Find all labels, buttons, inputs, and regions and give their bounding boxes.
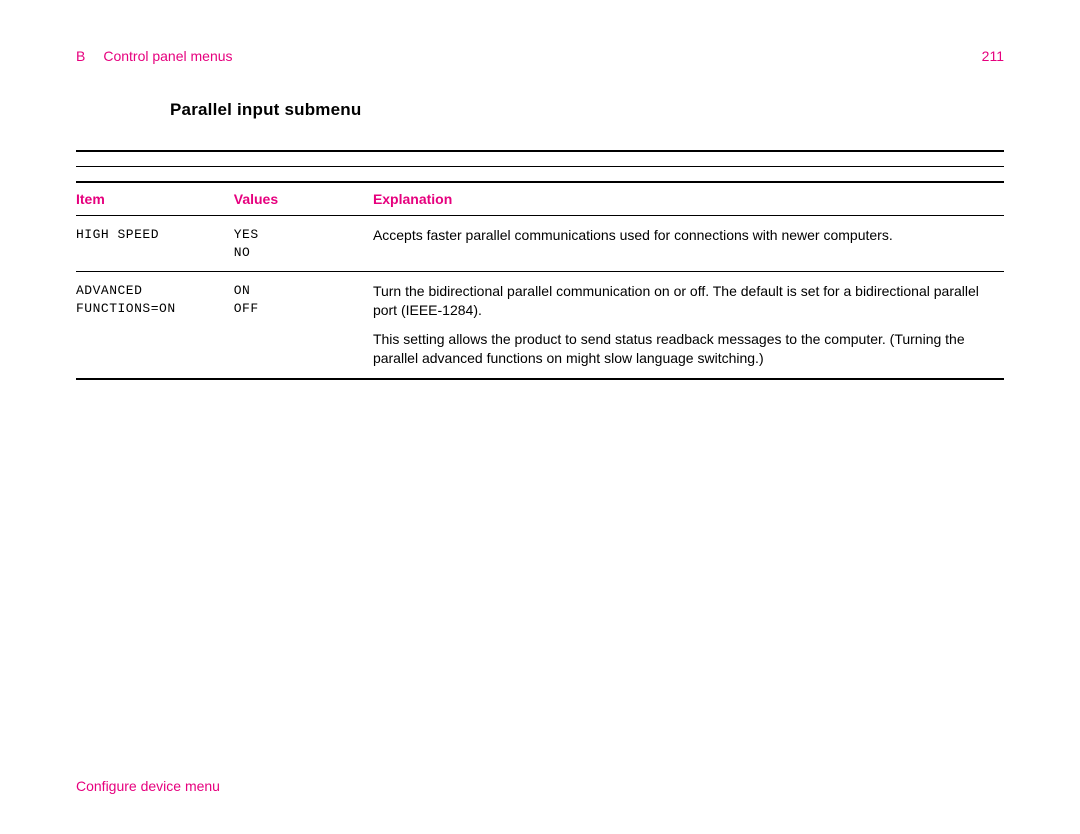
cell-explanation: Turn the bidirectional parallel communic… xyxy=(373,272,1004,378)
document-page: B Control panel menus 211 Parallel input… xyxy=(0,0,1080,834)
cell-item: HIGH SPEED xyxy=(76,216,234,272)
cell-explanation: Accepts faster parallel communications u… xyxy=(373,216,1004,272)
header-left: B Control panel menus xyxy=(76,48,233,64)
cell-values: YES NO xyxy=(234,216,373,272)
col-header-item: Item xyxy=(76,183,234,216)
explanation-text: This setting allows the product to send … xyxy=(373,330,998,368)
table-row: HIGH SPEED YES NO Accepts faster paralle… xyxy=(76,216,1004,272)
footer-text: Configure device menu xyxy=(76,778,220,794)
section-heading: Parallel input submenu xyxy=(170,100,1004,120)
explanation-text: Accepts faster parallel communications u… xyxy=(373,226,998,245)
explanation-text: Turn the bidirectional parallel communic… xyxy=(373,282,998,320)
table-header-row: Item Values Explanation xyxy=(76,183,1004,216)
col-header-explanation: Explanation xyxy=(373,183,1004,216)
col-header-values: Values xyxy=(234,183,373,216)
section-letter: B xyxy=(76,48,85,64)
submenu-table: Item Values Explanation HIGH SPEED YES N… xyxy=(76,183,1004,378)
page-number: 211 xyxy=(982,48,1004,64)
page-header: B Control panel menus 211 xyxy=(76,48,1004,64)
breadcrumb-title: Control panel menus xyxy=(103,48,232,64)
cell-item: ADVANCED FUNCTIONS=ON xyxy=(76,272,234,378)
divider xyxy=(76,378,1004,380)
cell-values: ON OFF xyxy=(234,272,373,378)
table-row: ADVANCED FUNCTIONS=ON ON OFF Turn the bi… xyxy=(76,272,1004,378)
